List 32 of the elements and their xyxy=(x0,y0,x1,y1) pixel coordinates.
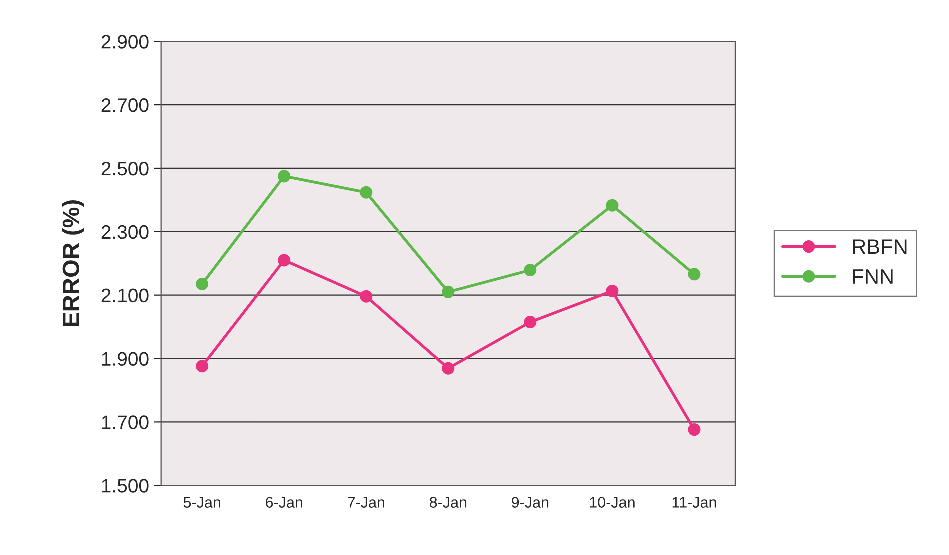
point xyxy=(442,362,455,375)
point xyxy=(196,278,209,290)
point xyxy=(688,424,701,436)
point xyxy=(524,316,537,329)
y-axis-title: ERROR (%) xyxy=(62,200,84,326)
y-tick-label: 1.700 xyxy=(102,416,149,430)
x-tick-label: 6-Jan xyxy=(266,497,302,508)
y-tick-label: 2.700 xyxy=(102,98,149,112)
point xyxy=(688,268,701,281)
point xyxy=(442,286,455,298)
point xyxy=(524,264,537,277)
y-tick-label: 2.300 xyxy=(102,225,149,240)
y-tick-label: 2.500 xyxy=(102,162,149,176)
point xyxy=(606,284,619,298)
x-tick-label: 7-Jan xyxy=(348,497,384,508)
y-tick-label: 1.500 xyxy=(102,479,149,493)
x-tick-label: 10-Jan xyxy=(590,497,635,508)
point xyxy=(278,254,291,267)
x-tick-label: 8-Jan xyxy=(430,497,467,508)
point xyxy=(606,199,619,212)
x-tick-label: 11-Jan xyxy=(672,497,716,508)
y-tick-label: 2.900 xyxy=(102,35,149,49)
y-tick-label: 2.100 xyxy=(102,288,149,303)
legend-label: RBFN xyxy=(853,240,907,254)
legend-label: FNN xyxy=(853,270,893,284)
point xyxy=(360,290,373,303)
x-tick-label: 5-Jan xyxy=(184,497,220,508)
x-tick-label: 9-Jan xyxy=(512,497,549,508)
point xyxy=(196,360,209,373)
point xyxy=(278,170,291,183)
y-tick-label: 1.900 xyxy=(102,352,149,366)
point xyxy=(360,186,373,199)
